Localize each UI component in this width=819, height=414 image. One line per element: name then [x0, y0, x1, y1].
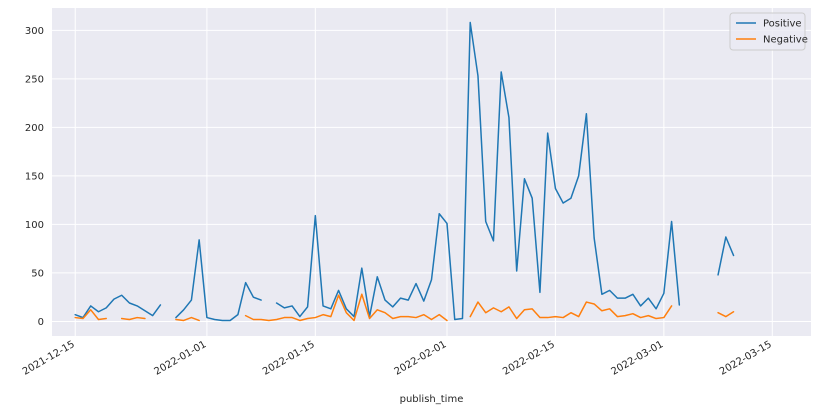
- grid-lines: [52, 8, 811, 336]
- y-tick-label: 250: [25, 74, 44, 85]
- series-line: [717, 236, 735, 276]
- y-tick-label: 300: [25, 26, 44, 37]
- x-tick-label: 2022-03-15: [718, 339, 774, 378]
- x-tick-label: 2022-02-01: [393, 339, 449, 378]
- series-line: [175, 239, 262, 322]
- legend-label: Positive: [763, 19, 802, 30]
- legend-label: Negative: [763, 35, 808, 46]
- legend-items: Positive Negative: [736, 19, 808, 46]
- series-line: [175, 316, 200, 322]
- y-tick-label: 100: [25, 220, 44, 231]
- y-tick-label: 200: [25, 123, 44, 134]
- x-axis-label: publish_time: [400, 394, 464, 405]
- y-axis-ticks: 0 50 100 150 200 250 300: [25, 26, 44, 328]
- x-axis-ticks: 2021-12-15 2022-01-01 2022-01-15 2022-02-01…: [21, 339, 774, 378]
- series-line: [717, 310, 735, 318]
- legend: Positive Negative: [729, 12, 808, 51]
- series-line: [244, 293, 448, 322]
- series-lines: [74, 21, 735, 322]
- series-negative: [74, 293, 735, 322]
- x-tick-label: 2022-03-01: [610, 339, 666, 378]
- y-tick-label: 0: [38, 317, 44, 328]
- plot-area: [52, 8, 811, 336]
- series-line: [275, 21, 681, 321]
- x-tick-label: 2022-01-01: [153, 339, 209, 378]
- x-tick-label: 2022-01-15: [261, 339, 317, 378]
- x-tick-label: 2022-02-15: [501, 339, 557, 378]
- series-line: [74, 294, 162, 319]
- y-tick-label: 50: [31, 268, 44, 279]
- y-tick-label: 150: [25, 171, 44, 182]
- series-line: [469, 301, 673, 320]
- series-line: [74, 309, 107, 321]
- series-positive: [74, 21, 735, 322]
- x-tick-label: 2021-12-15: [21, 339, 77, 378]
- series-line: [120, 316, 146, 321]
